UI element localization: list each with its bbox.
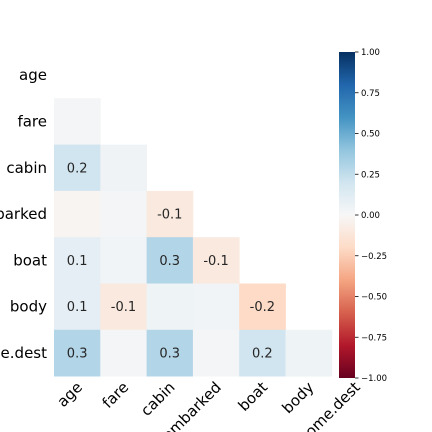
colorbar-tick-label: −0.50 bbox=[361, 293, 387, 303]
column-label: cabin bbox=[137, 378, 178, 419]
row-label: cabin bbox=[6, 159, 47, 177]
colorbar: 1.00 0.75 0.50 0.25 0.00 −0.25 −0.50 −0.75 −1.00 bbox=[339, 48, 387, 384]
heatmap-cell bbox=[192, 329, 240, 377]
cell-value-label: 0.1 bbox=[67, 300, 88, 315]
row-label: embarked bbox=[0, 205, 47, 223]
row-label: fare bbox=[17, 112, 47, 130]
cell-value-label: 0.3 bbox=[159, 346, 180, 361]
heatmap-cells bbox=[54, 98, 333, 377]
heatmap-cell bbox=[239, 329, 286, 377]
colorbar-tick-label: −0.75 bbox=[361, 333, 387, 343]
column-label: age bbox=[53, 378, 85, 410]
cell-value-label: 0.3 bbox=[67, 346, 88, 361]
column-label: body bbox=[279, 378, 318, 417]
heatmap-cell bbox=[54, 329, 101, 377]
cell-value-label: -0.1 bbox=[203, 254, 228, 269]
heatmap-cell bbox=[100, 144, 147, 192]
heatmap-cell bbox=[146, 237, 194, 284]
column-label: fare bbox=[99, 378, 133, 412]
heatmap-cell bbox=[146, 329, 194, 377]
heatmap-cell bbox=[100, 329, 147, 377]
heatmap-cell bbox=[285, 329, 333, 377]
heatmap-cell bbox=[54, 144, 101, 192]
heatmap-cell bbox=[146, 190, 194, 238]
heatmap-cell bbox=[100, 237, 147, 284]
heatmap-cell bbox=[146, 283, 194, 331]
colorbar-tick-label: −0.25 bbox=[361, 252, 387, 262]
cell-value-label: -0.1 bbox=[111, 300, 136, 315]
heatmap-cell bbox=[192, 237, 240, 284]
cell-value-label: -0.1 bbox=[157, 208, 182, 223]
row-label: body bbox=[10, 298, 47, 316]
cell-value-label: -0.2 bbox=[250, 300, 275, 315]
colorbar-ticks: 1.00 0.75 0.50 0.25 0.00 −0.25 −0.50 −0.75 −1.00 bbox=[355, 48, 387, 384]
y-tick-labels: age fare cabin embarked boat body home.dest bbox=[0, 66, 47, 362]
heatmap-cell bbox=[239, 283, 286, 331]
row-label: boat bbox=[13, 251, 47, 269]
colorbar-tick-label: 0.75 bbox=[361, 89, 380, 99]
heatmap-cell bbox=[54, 283, 101, 331]
heatmap-cell bbox=[100, 190, 147, 238]
heatmap-cell bbox=[54, 237, 101, 284]
colorbar-tick-label: 0.50 bbox=[361, 130, 380, 140]
heatmap-cell bbox=[192, 283, 240, 331]
cell-value-label: 0.1 bbox=[67, 254, 88, 269]
colorbar-tick-label: 0.25 bbox=[361, 170, 380, 180]
colorbar-tick-label: 1.00 bbox=[361, 48, 380, 58]
colorbar-tick-label: −1.00 bbox=[361, 374, 387, 384]
cell-value-label: 0.2 bbox=[252, 346, 273, 361]
heatmap-cell bbox=[100, 283, 147, 331]
heatmap-cell bbox=[54, 98, 101, 145]
row-label: home.dest bbox=[0, 344, 47, 362]
cell-value-label: 0.2 bbox=[67, 161, 88, 176]
row-label: age bbox=[19, 66, 47, 84]
heatmap-cell bbox=[54, 190, 101, 238]
colorbar-gradient bbox=[339, 52, 355, 378]
colorbar-tick-label: 0.00 bbox=[361, 211, 380, 221]
column-label: boat bbox=[235, 378, 272, 415]
cell-value-label: 0.3 bbox=[159, 254, 180, 269]
heatmap-cell-labels: 0.2 -0.1 0.1 0.3 -0.1 0.1 -0.1 -0.2 0.3 0.3 0.2 bbox=[67, 161, 275, 361]
